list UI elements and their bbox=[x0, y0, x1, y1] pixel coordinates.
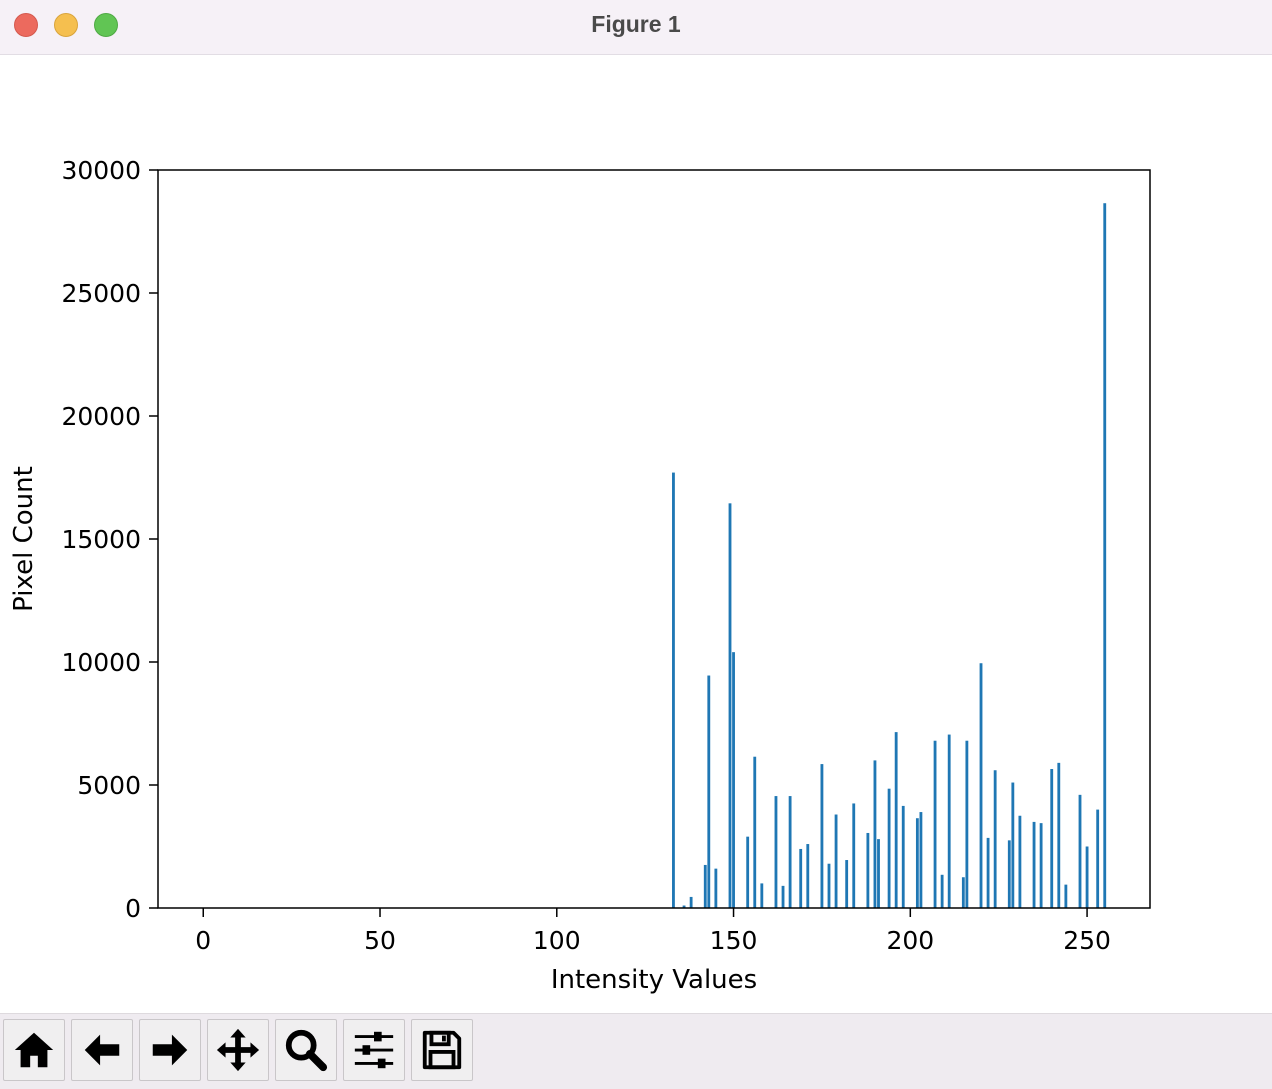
histogram-bar bbox=[866, 832, 870, 908]
pan-button[interactable] bbox=[207, 1019, 269, 1081]
back-button[interactable] bbox=[71, 1019, 133, 1081]
histogram-bar bbox=[732, 652, 735, 908]
bar-series bbox=[672, 203, 1107, 908]
x-tick-label: 200 bbox=[886, 926, 934, 955]
histogram-bar bbox=[689, 896, 693, 908]
navigation-toolbar bbox=[0, 1013, 1272, 1089]
x-tick-label: 0 bbox=[195, 926, 211, 955]
pan-move-icon bbox=[216, 1028, 260, 1072]
figure-canvas[interactable]: 0 50 100 150 200 250 0 5000 10000 15000 20000 2500… bbox=[0, 55, 1272, 1013]
forward-arrow-icon bbox=[152, 1034, 188, 1066]
y-tick-label: 10000 bbox=[61, 648, 141, 677]
histogram-bar bbox=[845, 860, 849, 908]
save-button[interactable] bbox=[411, 1019, 473, 1081]
histogram-bar bbox=[993, 770, 997, 908]
histogram-bar bbox=[760, 883, 764, 908]
histogram-bar bbox=[799, 848, 803, 908]
histogram-bar bbox=[703, 864, 707, 908]
histogram-bar bbox=[1018, 815, 1022, 908]
histogram-bar bbox=[806, 844, 810, 908]
x-tick-label: 50 bbox=[364, 926, 396, 955]
y-tick-label: 25000 bbox=[61, 279, 141, 308]
histogram-bar bbox=[834, 814, 838, 908]
x-tick-label: 150 bbox=[710, 926, 758, 955]
histogram-bar bbox=[728, 503, 732, 908]
x-axis: 0 50 100 150 200 250 bbox=[195, 908, 1111, 955]
histogram-bar bbox=[1032, 821, 1036, 908]
y-tick-label: 5000 bbox=[77, 771, 141, 800]
configure-subplots-icon bbox=[354, 1031, 394, 1069]
histogram-bar bbox=[1085, 846, 1089, 908]
zoom-button[interactable] bbox=[275, 1019, 337, 1081]
histogram-bar bbox=[1039, 823, 1043, 908]
home-icon bbox=[14, 1032, 54, 1068]
window-titlebar: Figure 1 bbox=[0, 0, 1272, 55]
configure-subplots-button[interactable] bbox=[343, 1019, 405, 1081]
histogram-bar bbox=[852, 803, 856, 908]
histogram-bar bbox=[901, 805, 905, 908]
minimize-window-button[interactable] bbox=[54, 13, 78, 37]
histogram-bar bbox=[986, 837, 990, 908]
y-tick-label: 30000 bbox=[61, 156, 141, 185]
histogram-bar bbox=[1011, 782, 1015, 908]
plot-area-frame bbox=[157, 169, 1151, 909]
histogram-bar bbox=[965, 740, 969, 908]
histogram-bar bbox=[746, 836, 750, 908]
histogram-bar bbox=[1103, 203, 1107, 908]
x-tick-label: 250 bbox=[1063, 926, 1111, 955]
window-title: Figure 1 bbox=[591, 11, 681, 37]
histogram-bar bbox=[887, 788, 891, 908]
histogram-bar bbox=[774, 796, 778, 908]
x-axis-label: Intensity Values bbox=[551, 965, 757, 995]
histogram-bar bbox=[947, 734, 951, 908]
histogram-bar bbox=[827, 863, 831, 908]
histogram-bar bbox=[940, 874, 944, 908]
close-window-button[interactable] bbox=[14, 13, 38, 37]
histogram-chart: 0 50 100 150 200 250 0 5000 10000 15000 20000 2500… bbox=[9, 156, 1151, 995]
histogram-bar bbox=[753, 756, 757, 908]
x-tick-label: 100 bbox=[533, 926, 581, 955]
back-arrow-icon bbox=[84, 1034, 120, 1066]
histogram-bar bbox=[961, 877, 965, 908]
histogram-bar bbox=[933, 740, 937, 908]
maximize-window-button[interactable] bbox=[94, 13, 118, 37]
histogram-bar bbox=[707, 675, 711, 908]
histogram-bar bbox=[873, 760, 877, 908]
y-axis-label: Pixel Count bbox=[9, 466, 39, 612]
histogram-bar bbox=[781, 885, 785, 908]
histogram-bar bbox=[1057, 762, 1061, 908]
forward-button[interactable] bbox=[139, 1019, 201, 1081]
y-tick-label: 20000 bbox=[61, 402, 141, 431]
histogram-bar bbox=[979, 663, 983, 908]
histogram-bar bbox=[788, 796, 792, 908]
save-floppy-icon bbox=[422, 1030, 462, 1070]
histogram-bar bbox=[672, 472, 675, 908]
histogram-bar bbox=[1050, 769, 1054, 908]
histogram-bar bbox=[919, 812, 923, 908]
y-axis: 0 5000 10000 15000 20000 25000 30000 bbox=[61, 156, 158, 923]
histogram-bar bbox=[877, 839, 880, 908]
histogram-bar bbox=[1064, 884, 1068, 908]
histogram-bar bbox=[1096, 809, 1100, 908]
histogram-bar bbox=[1078, 794, 1082, 908]
histogram-bar bbox=[1007, 840, 1011, 908]
zoom-magnifier-icon bbox=[285, 1029, 328, 1072]
home-button[interactable] bbox=[3, 1019, 65, 1081]
histogram-bar bbox=[820, 764, 824, 908]
histogram-bar bbox=[894, 732, 898, 908]
histogram-bar bbox=[915, 818, 919, 908]
y-tick-label: 0 bbox=[125, 894, 141, 923]
y-tick-label: 15000 bbox=[61, 525, 141, 554]
histogram-bar bbox=[682, 905, 686, 908]
histogram-bar bbox=[714, 868, 718, 908]
